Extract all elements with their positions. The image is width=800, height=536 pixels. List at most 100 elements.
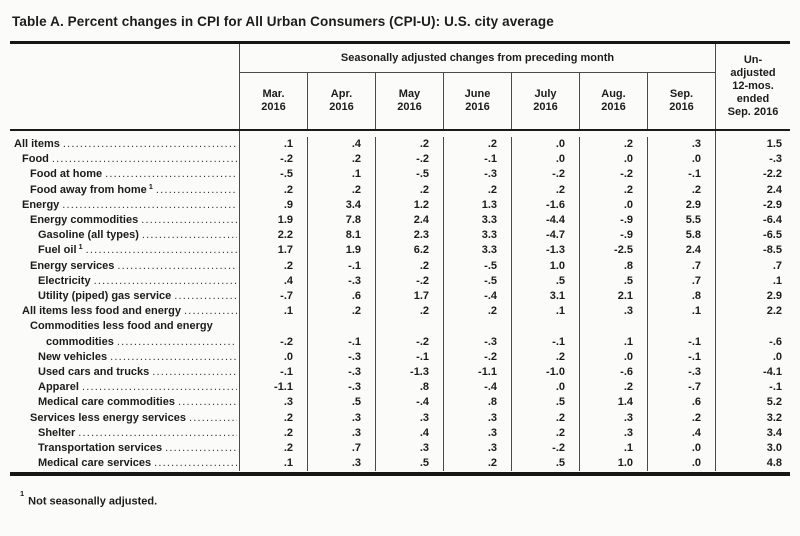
value-cell: 8.1 [307, 228, 375, 244]
value-cell: .0 [579, 349, 647, 366]
row-label: commodities [46, 335, 114, 348]
value-cell: -.3 [307, 380, 375, 396]
table-row: New vehicles .0-.3-.1-.2.2.0-.1 .0 [10, 349, 790, 366]
table-row: Gasoline (all types) 2.2 8.12.33.3-4.7-.9… [10, 228, 790, 244]
value-cell: 1.0 [579, 456, 647, 472]
row-unadjusted-value: -8.5 [715, 243, 790, 259]
value-cell: 2.9 [647, 197, 715, 214]
row-month-values: .1.2.2.2.1.3.1 [240, 304, 715, 320]
value-cell: -.5 [375, 167, 443, 183]
row-label-cell: Transportation services [10, 441, 240, 457]
value-cell: -.2 [375, 273, 443, 290]
table-row: Used cars and trucks -.1-.3-1.3-1.1-1.0-… [10, 365, 790, 381]
row-label: Energy services [30, 259, 115, 272]
dot-leader [117, 259, 237, 274]
footnote: 1Not seasonally adjusted. [20, 489, 800, 508]
value-cell: .1 [647, 304, 715, 320]
value-cell: -.3 [307, 349, 375, 366]
dot-leader [52, 152, 237, 167]
column-header-month: May 2016 [375, 73, 443, 129]
dot-leader [94, 274, 237, 289]
value-cell: .4 [307, 137, 375, 153]
value-cell: .5 [511, 273, 579, 290]
value-cell: -.1 [307, 258, 375, 274]
stub-header-cell [10, 44, 240, 129]
value-cell: 2.4 [375, 213, 443, 229]
row-month-values: .2.3.4.3.2.3.4 [240, 425, 715, 442]
value-cell: .2 [375, 137, 443, 153]
row-label-cell: Used cars and trucks [10, 365, 240, 381]
value-cell: .9 [283, 198, 293, 211]
value-cell: 3.1 [511, 289, 579, 305]
row-label-cell: Shelter [10, 425, 240, 442]
row-month-values: .1.4.2.2.0.2.3 [240, 131, 715, 153]
footnote-marker: 1 [20, 489, 25, 498]
table-row: Medical care services .1.3.5.2.51.0.0 4.… [10, 456, 790, 472]
value-cell: .2 [579, 380, 647, 396]
dot-leader [178, 395, 237, 410]
value-cell: .2 [579, 182, 647, 198]
value-cell: .3 [283, 396, 293, 409]
value-cell: .2 [283, 426, 293, 439]
value-cell: .2 [647, 182, 715, 198]
value-cell: -.9 [579, 228, 647, 244]
value-cell: 3.3 [443, 213, 511, 229]
value-cell: .2 [511, 349, 579, 366]
column-header-month: June 2016 [443, 73, 511, 129]
value-cell: 5.5 [647, 213, 715, 229]
value-cell: .0 [647, 441, 715, 457]
value-cell: .3 [579, 410, 647, 426]
value-cell: .0 [579, 197, 647, 214]
cpi-table: Seasonally adjusted changes from precedi… [10, 41, 790, 476]
row-unadjusted-value: 5.2 [715, 395, 790, 411]
row-label: Food [22, 153, 49, 166]
value-cell: -.4 [443, 380, 511, 396]
row-month-values: 1.9 7.8 2.4 3.3 -4.4 -.9 5.5 [240, 213, 715, 229]
value-cell: .3 [647, 137, 715, 153]
value-cell: -.2 [511, 441, 579, 457]
row-unadjusted-value: 2.2 [715, 304, 790, 320]
dot-leader [189, 411, 237, 426]
dot-leader [154, 456, 237, 471]
value-cell: .0 [647, 456, 715, 472]
table-header: Seasonally adjusted changes from precedi… [10, 44, 790, 131]
row-label-cell: Energy services [10, 258, 240, 274]
row-unadjusted-value: 2.9 [715, 289, 790, 305]
value-cell: .5 [375, 456, 443, 472]
value-cell: 1.9 [277, 214, 293, 227]
row-label: Used cars and trucks [38, 366, 150, 379]
value-cell: 1.0 [511, 258, 579, 274]
value-cell: .2 [443, 456, 511, 472]
value-cell: -.1 [307, 319, 375, 350]
value-cell: 1.9 [307, 243, 375, 259]
row-label: Shelter [38, 426, 76, 439]
row-label: Medical care services [38, 457, 152, 470]
table-row: Food at home -.5.1-.5-.3-.2-.2-.1 -2.2 [10, 167, 790, 183]
row-label-cell: All items less food and energy [10, 304, 240, 320]
value-cell: .1 [511, 304, 579, 320]
row-label: Food away from home [30, 183, 147, 196]
row-label: Electricity [38, 274, 91, 287]
value-cell: .8 [375, 380, 443, 396]
value-cell: .7 [307, 441, 375, 457]
footnote-marker: 1 [78, 243, 83, 252]
row-label-line: Energy commodities [30, 213, 239, 228]
row-label: Commodities less food and energy [30, 320, 213, 333]
row-unadjusted-value: -.3 [715, 152, 790, 168]
row-label-line: Medical care services [38, 456, 239, 471]
row-label: All items less food and energy [22, 305, 181, 318]
value-cell: 2.4 [647, 243, 715, 259]
value-cell: .8 [443, 395, 511, 411]
table-row: Energy .9 3.41.21.3-1.6.02.9 -2.9 [10, 197, 790, 214]
table-row: Electricity .4-.3-.2-.5.5.5.7 .1 [10, 273, 790, 290]
value-cell: -.5 [280, 168, 293, 181]
value-cell: -1.1 [443, 365, 511, 381]
value-cell: -.7 [280, 290, 293, 303]
dot-leader [156, 183, 237, 198]
row-unadjusted-value: .7 [715, 258, 790, 274]
row-month-values: -.1 -.3 -1.3 -1.1 -1.0 -.6 -.3 [240, 365, 715, 381]
value-cell: .2 [511, 182, 579, 198]
row-unadjusted-value: -.6 [715, 319, 790, 350]
table-row: Commodities less food and energy commodi… [10, 319, 790, 350]
